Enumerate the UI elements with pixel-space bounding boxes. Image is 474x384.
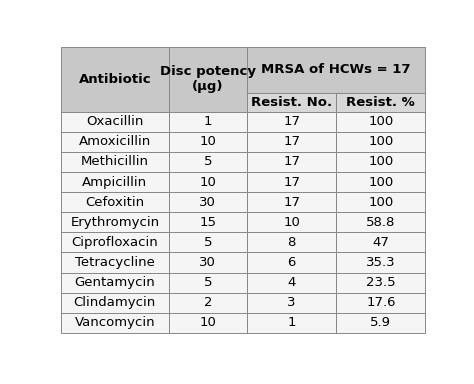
Text: 4: 4 bbox=[287, 276, 296, 289]
Bar bbox=[336, 232, 426, 252]
Text: Vancomycin: Vancomycin bbox=[74, 316, 155, 329]
Bar bbox=[169, 132, 247, 152]
Bar bbox=[61, 252, 169, 273]
Text: 17: 17 bbox=[283, 175, 300, 189]
Bar bbox=[169, 212, 247, 232]
Bar bbox=[247, 93, 336, 112]
Text: Methicillin: Methicillin bbox=[81, 156, 149, 169]
Text: Resist. No.: Resist. No. bbox=[251, 96, 332, 109]
Bar bbox=[61, 232, 169, 252]
Bar bbox=[336, 172, 426, 192]
Text: 17: 17 bbox=[283, 196, 300, 209]
Text: Ciprofloxacin: Ciprofloxacin bbox=[72, 236, 158, 249]
Text: Amoxicillin: Amoxicillin bbox=[79, 136, 151, 148]
Bar bbox=[169, 47, 247, 112]
Text: Gentamycin: Gentamycin bbox=[74, 276, 155, 289]
Text: 1: 1 bbox=[203, 115, 212, 128]
Text: Disc potency
(μg): Disc potency (μg) bbox=[160, 65, 256, 93]
Bar bbox=[336, 273, 426, 293]
Text: 10: 10 bbox=[200, 316, 216, 329]
Text: 6: 6 bbox=[287, 256, 296, 269]
Text: 100: 100 bbox=[368, 156, 393, 169]
Text: Cefoxitin: Cefoxitin bbox=[85, 196, 145, 209]
Text: 10: 10 bbox=[200, 175, 216, 189]
Bar bbox=[336, 112, 426, 132]
Text: 8: 8 bbox=[287, 236, 296, 249]
Bar bbox=[169, 232, 247, 252]
Text: 15: 15 bbox=[199, 216, 216, 229]
Bar bbox=[336, 152, 426, 172]
Text: 5.9: 5.9 bbox=[370, 316, 392, 329]
Bar bbox=[61, 192, 169, 212]
Text: 3: 3 bbox=[287, 296, 296, 309]
Bar bbox=[61, 313, 169, 333]
Bar bbox=[247, 273, 336, 293]
Bar bbox=[169, 252, 247, 273]
Bar bbox=[61, 172, 169, 192]
Text: 35.3: 35.3 bbox=[366, 256, 396, 269]
Bar bbox=[336, 293, 426, 313]
Text: 100: 100 bbox=[368, 115, 393, 128]
Bar bbox=[61, 152, 169, 172]
Text: 47: 47 bbox=[373, 236, 389, 249]
Text: 17: 17 bbox=[283, 136, 300, 148]
Bar bbox=[61, 212, 169, 232]
Bar bbox=[336, 93, 426, 112]
Text: Oxacillin: Oxacillin bbox=[86, 115, 144, 128]
Text: 58.8: 58.8 bbox=[366, 216, 395, 229]
Text: Antibiotic: Antibiotic bbox=[79, 73, 151, 86]
Text: 5: 5 bbox=[203, 276, 212, 289]
Text: 100: 100 bbox=[368, 136, 393, 148]
Text: 100: 100 bbox=[368, 175, 393, 189]
Bar bbox=[169, 172, 247, 192]
Text: 100: 100 bbox=[368, 196, 393, 209]
Bar bbox=[61, 273, 169, 293]
Bar bbox=[247, 232, 336, 252]
Text: 5: 5 bbox=[203, 156, 212, 169]
Bar bbox=[61, 132, 169, 152]
Text: 1: 1 bbox=[287, 316, 296, 329]
Bar bbox=[61, 112, 169, 132]
Bar bbox=[169, 192, 247, 212]
Bar bbox=[169, 273, 247, 293]
Text: 10: 10 bbox=[200, 136, 216, 148]
Bar bbox=[247, 152, 336, 172]
Text: MRSA of HCWs = 17: MRSA of HCWs = 17 bbox=[262, 63, 411, 76]
Bar bbox=[247, 293, 336, 313]
Bar bbox=[336, 252, 426, 273]
Bar bbox=[169, 112, 247, 132]
Bar bbox=[247, 132, 336, 152]
Bar bbox=[336, 132, 426, 152]
Bar bbox=[169, 313, 247, 333]
Bar bbox=[247, 212, 336, 232]
Bar bbox=[247, 112, 336, 132]
Text: 30: 30 bbox=[200, 256, 216, 269]
Bar bbox=[247, 252, 336, 273]
Bar bbox=[336, 212, 426, 232]
Text: 5: 5 bbox=[203, 236, 212, 249]
Bar bbox=[61, 47, 169, 112]
Text: 10: 10 bbox=[283, 216, 300, 229]
Text: 23.5: 23.5 bbox=[366, 276, 396, 289]
Bar bbox=[61, 293, 169, 313]
Text: 2: 2 bbox=[203, 296, 212, 309]
Text: Ampicillin: Ampicillin bbox=[82, 175, 147, 189]
Text: Resist. %: Resist. % bbox=[346, 96, 415, 109]
Bar bbox=[247, 47, 426, 93]
Text: 17.6: 17.6 bbox=[366, 296, 396, 309]
Bar bbox=[247, 172, 336, 192]
Bar bbox=[336, 313, 426, 333]
Bar bbox=[169, 152, 247, 172]
Text: Erythromycin: Erythromycin bbox=[70, 216, 159, 229]
Bar bbox=[336, 192, 426, 212]
Text: 17: 17 bbox=[283, 156, 300, 169]
Bar bbox=[247, 192, 336, 212]
Bar bbox=[169, 293, 247, 313]
Text: 30: 30 bbox=[200, 196, 216, 209]
Text: 17: 17 bbox=[283, 115, 300, 128]
Bar bbox=[247, 313, 336, 333]
Text: Clindamycin: Clindamycin bbox=[74, 296, 156, 309]
Text: Tetracycline: Tetracycline bbox=[75, 256, 155, 269]
